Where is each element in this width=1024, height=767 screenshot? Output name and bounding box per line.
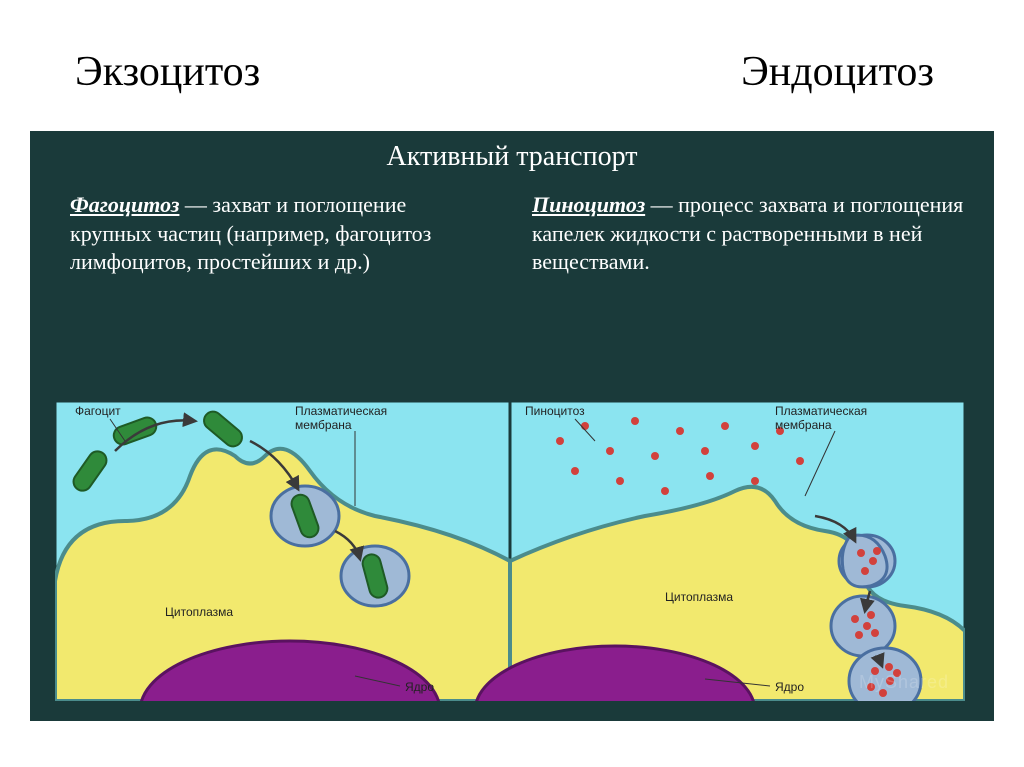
svg-text:Ядро: Ядро xyxy=(775,680,804,694)
heading-exocytosis: Экзоцитоз xyxy=(75,48,260,96)
heading-row: Экзоцитоз Эндоцитоз xyxy=(0,48,1024,96)
term-pinocytosis: Пиноцитоз xyxy=(532,192,645,217)
diagram-svg: ФагоцитПлазматическаямембранаЦитоплазмаЯ… xyxy=(55,401,965,701)
definitions: Фагоцитоз — захват и поглощение крупных … xyxy=(30,191,994,277)
svg-text:Цитоплазма: Цитоплазма xyxy=(665,590,733,604)
section-title: Активный транспорт xyxy=(30,141,994,173)
svg-text:Пиноцитоз: Пиноцитоз xyxy=(525,404,585,418)
diagram-area: ФагоцитПлазматическаямембранаЦитоплазмаЯ… xyxy=(55,401,969,701)
content-box: Активный транспорт Фагоцитоз — захват и … xyxy=(30,131,994,721)
heading-endocytosis: Эндоцитоз xyxy=(741,48,934,96)
definition-phagocytosis: Фагоцитоз — захват и поглощение крупных … xyxy=(30,191,512,277)
svg-text:Ядро: Ядро xyxy=(405,680,434,694)
svg-text:Фагоцит: Фагоцит xyxy=(75,404,121,418)
term-phagocytosis: Фагоцитоз xyxy=(70,192,179,217)
svg-text:Цитоплазма: Цитоплазма xyxy=(165,605,233,619)
watermark: MyShared xyxy=(859,672,949,693)
definition-pinocytosis: Пиноцитоз — процесс захвата и поглощения… xyxy=(512,191,994,277)
slide: Экзоцитоз Эндоцитоз Активный транспорт Ф… xyxy=(0,0,1024,767)
